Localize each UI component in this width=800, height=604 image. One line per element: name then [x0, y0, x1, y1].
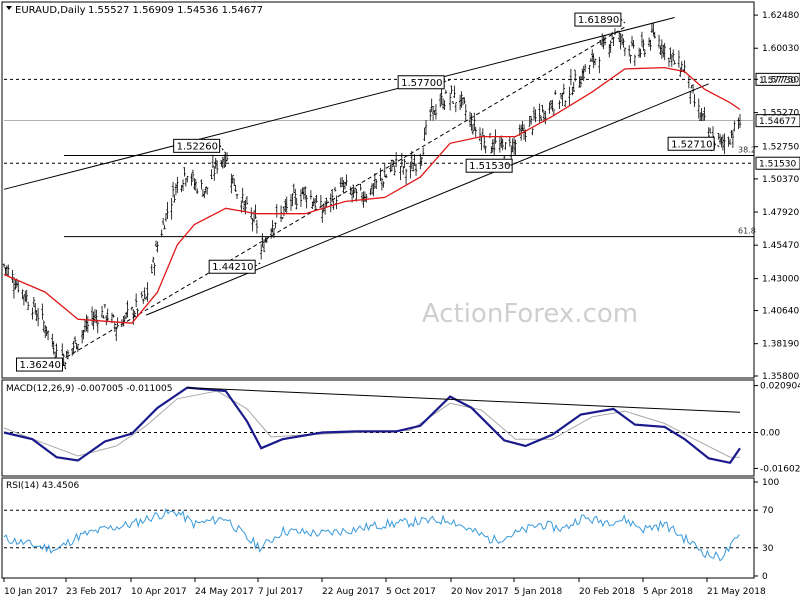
macd-series-layer: [3, 386, 754, 465]
watermark: ActionForex.com: [422, 299, 638, 329]
swing-label: 1.61890: [578, 15, 619, 26]
price-tick-label: 1.60030: [762, 44, 799, 54]
channel-lower-line: [145, 83, 709, 316]
swing-label-leader: [713, 142, 721, 148]
macd-tick-label: -0.016023: [760, 464, 800, 474]
date-tick-label: 5 Oct 2017: [386, 587, 436, 597]
swing-label-box: [208, 259, 256, 274]
price-tick-label: 1.35800: [762, 372, 799, 382]
macd-line: [3, 386, 741, 465]
swing-label-box: [397, 75, 445, 90]
rsi-tick-label: 0: [762, 572, 768, 582]
rsi-tick-label: 70: [762, 506, 774, 516]
level-tag-label: 1.51530: [759, 160, 796, 170]
price-tick-label: 1.45470: [762, 241, 799, 251]
current-price-label: 1.54677: [759, 117, 796, 127]
swing-labels-layer: 1.36240 1.44210 1.52260 1.57700 1.51530 1.618…: [16, 12, 721, 372]
swing-label-leader: [254, 261, 262, 267]
rsi-header: RSI(14) 43.4506: [6, 481, 79, 491]
price-tick-label: 1.52750: [762, 143, 799, 153]
price-tick-label: 1.47920: [762, 208, 799, 218]
inner-trend-line: [66, 26, 626, 358]
date-tick-label: 20 Feb 2018: [579, 587, 635, 597]
price-tick-label: 1.50370: [762, 175, 799, 185]
level-tag-label: 1.57730: [759, 76, 796, 86]
price-tick-label: 1.55270: [762, 109, 799, 119]
date-tick-label: 5 Apr 2018: [643, 587, 693, 597]
swing-label-leader: [504, 162, 513, 166]
date-tick-label: 24 May 2017: [195, 587, 254, 597]
symbol-label: EURAUD,Daily: [15, 5, 86, 16]
date-tick-label: 10 Apr 2017: [131, 587, 187, 597]
price-axis: 1.62480 1.60030 1.57730 1.55270 1.52750 1.503…: [754, 11, 799, 382]
swing-label-box: [465, 158, 513, 173]
date-tick-label: 7 Jul 2017: [258, 587, 303, 597]
price-tick-label: 1.38190: [762, 340, 799, 350]
fib-label: 38.2: [738, 146, 756, 155]
rsi-line: [3, 508, 740, 562]
swing-label: 1.44210: [212, 262, 253, 273]
date-axis: 10 Jan 2017 23 Feb 2017 10 Apr 2017 24 May …: [3, 578, 766, 597]
rsi-axis: 100 70 30 0: [754, 478, 779, 582]
ohlc-label: 1.55527 1.56909 1.54536 1.54677: [88, 5, 263, 16]
price-pane-frame: [1, 1, 755, 379]
dropdown-arrow-icon[interactable]: [6, 6, 12, 10]
fib-label: 61.8: [738, 227, 756, 236]
swing-label-leader: [620, 18, 626, 24]
swing-label: 1.52260: [177, 141, 218, 152]
date-tick-label: 20 Nov 2017: [451, 587, 509, 597]
date-tick-label: 10 Jan 2017: [4, 587, 58, 597]
channel-upper-line: [3, 17, 675, 190]
swing-label: 1.51530: [469, 161, 510, 172]
level-tag-box: [755, 156, 800, 170]
date-tick-label: 23 Feb 2017: [66, 587, 122, 597]
price-tick-label: 1.62480: [762, 11, 799, 21]
price-tick-label: 1.43000: [762, 275, 799, 285]
current-price-box: [755, 114, 800, 128]
macd-header: MACD(12,26,9) -0.007005 -0.011005: [6, 384, 172, 394]
macd-axis: 0.020904 0.00 -0.016023: [754, 382, 800, 474]
swing-label-leader: [443, 79, 451, 83]
price-series-layer: [2, 22, 742, 368]
date-tick-label: 5 Jan 2018: [514, 587, 562, 597]
macd-pane-frame: [1, 379, 755, 477]
swing-label-leader: [62, 363, 67, 371]
swing-label: 1.36240: [20, 360, 61, 371]
date-tick-label: 21 May 2018: [707, 587, 766, 597]
rsi-tick-label: 100: [762, 478, 779, 488]
macd-tick-label: 0.00: [760, 428, 780, 438]
rsi-tick-label: 30: [762, 544, 774, 554]
swing-label: 1.57700: [401, 78, 442, 89]
rsi-series-layer: [3, 508, 754, 562]
trendlines-layer: [3, 17, 709, 358]
swing-label: 1.52710: [671, 139, 712, 150]
rsi-pane-frame: [1, 477, 755, 579]
moving-average-line: [3, 66, 741, 324]
price-tick-label: 1.40640: [762, 307, 799, 317]
macd-tick-label: 0.020904: [760, 382, 800, 392]
price-tick-label: 1.57730: [762, 75, 799, 85]
date-tick-label: 22 Aug 2017: [322, 587, 380, 597]
macd-divergence-line: [187, 387, 741, 413]
swing-label-leader: [219, 145, 227, 154]
